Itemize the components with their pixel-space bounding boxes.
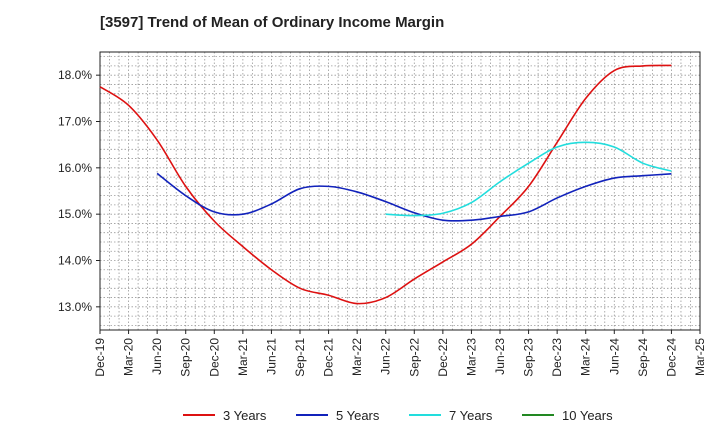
x-tick-label: Mar-20: [122, 338, 136, 376]
y-tick-label: 14.0%: [58, 254, 92, 268]
x-tick-label: Mar-25: [693, 338, 707, 376]
y-tick-label: 13.0%: [58, 300, 92, 314]
x-tick-label: Jun-21: [264, 338, 278, 375]
x-tick-label: Jun-24: [607, 338, 621, 375]
x-tick-label: Jun-22: [379, 338, 393, 375]
legend-label-3-years: 3 Years: [223, 408, 267, 423]
y-tick-label: 16.0%: [58, 161, 92, 175]
x-tick-label: Sep-21: [293, 338, 307, 377]
x-tick-label: Dec-21: [322, 338, 336, 377]
plot-area-frame: [99, 51, 701, 331]
x-tick-label: Sep-23: [522, 338, 536, 377]
legend-label-10-years: 10 Years: [562, 408, 613, 423]
y-tick-label: 17.0%: [58, 115, 92, 129]
y-tick-label: 18.0%: [58, 68, 92, 82]
x-tick-label: Mar-24: [579, 338, 593, 376]
chart-title: [3597] Trend of Mean of Ordinary Income …: [100, 14, 445, 31]
x-tick-label: Sep-24: [636, 338, 650, 377]
x-tick-label: Dec-24: [664, 338, 678, 377]
x-tick-label: Mar-21: [236, 338, 250, 376]
series-lines: [99, 64, 672, 305]
y-tick-label: 15.0%: [58, 207, 92, 221]
x-tick-label: Sep-22: [407, 338, 421, 377]
x-tick-label: Dec-19: [93, 338, 107, 377]
series-line-3-years: [99, 64, 672, 305]
legend-label-5-years: 5 Years: [336, 408, 380, 423]
legend: 3 Years 5 Years 7 Years 10 Years: [183, 408, 613, 423]
x-tick-label: Mar-22: [350, 338, 364, 376]
x-axis-ticks: Dec-19 Mar-20 Jun-20 Sep-20 Dec-20 Mar-21 Jun-…: [93, 330, 707, 377]
series-line-5-years: [156, 172, 672, 222]
x-tick-label: Sep-20: [179, 338, 193, 377]
x-tick-label: Dec-22: [436, 338, 450, 377]
x-tick-label: Mar-23: [464, 338, 478, 376]
legend-label-7-years: 7 Years: [449, 408, 493, 423]
x-tick-label: Dec-23: [550, 338, 564, 377]
x-tick-label: Dec-20: [207, 338, 221, 377]
grid-lines: [100, 52, 700, 330]
x-tick-label: Jun-23: [493, 338, 507, 375]
x-tick-label: Jun-20: [150, 338, 164, 375]
y-axis-ticks: 13.0% 14.0% 15.0% 16.0% 17.0% 18.0%: [58, 68, 100, 314]
series-line-7-years: [385, 141, 672, 217]
